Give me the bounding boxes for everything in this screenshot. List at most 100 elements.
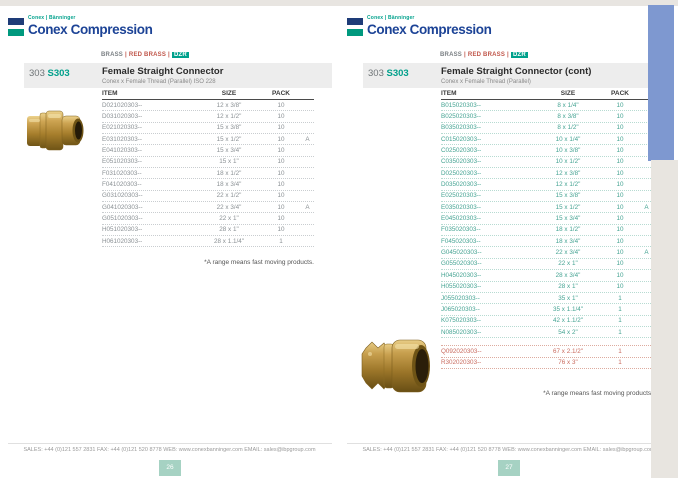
item-size: 8 x 3/8" [557,113,579,121]
item-size: 10 x 1/2" [555,158,581,166]
page-number-badge: 26 [159,460,181,476]
item-code: G045020303-- [441,249,482,257]
item-pack: 10 [277,181,285,189]
item-size: 15 x 3/4" [216,147,242,155]
item-code: E041020303-- [102,147,142,155]
item-size: 28 x 1.1/4" [214,237,244,245]
material-red-brass: RED BRASS [467,52,506,58]
item-pack: 10 [616,124,624,132]
table-row: F045020303-- 18 x 3/4" 10 [441,236,653,248]
item-size: 35 x 1" [558,294,578,302]
item-pack: 10 [277,192,285,200]
item-code: F031020303-- [102,169,142,177]
table-row: N085020303-- 54 x 2" 1 [441,327,653,339]
catalog-page-left: Conex | Bänninger Conex Compression BRAS… [8,15,332,476]
table-row: F031020303-- 18 x 1/2" 10 [102,168,314,180]
item-size: 15 x 1/2" [216,135,242,143]
parts-table-header: ITEM SIZE PACK [441,88,653,100]
material-brass: BRASS [440,52,463,58]
materials-separator: | [125,52,127,58]
item-code: E021020303-- [102,124,142,132]
scan-edge-top [0,0,678,6]
scan-edge-right [651,160,678,478]
item-code: K075020303-- [441,317,481,325]
table-row: D021020303-- 12 x 3/8" 10 [102,100,314,112]
item-code: H055020303-- [441,283,482,291]
table-row: G051020303-- 22 x 1" 10 [102,213,314,225]
brand-logo: Conex | Bänninger Conex Compression [8,15,153,37]
table-row: J055020303-- 35 x 1" 1 [441,293,653,305]
item-code: R302020303-- [441,359,482,367]
item-code: E045020303-- [441,215,481,223]
item-pack: 10 [277,135,285,143]
item-pack: 10 [277,147,285,155]
item-size: 15 x 1" [219,158,239,166]
brand-large-text: Conex Compression [28,22,153,37]
table-row: E035020303-- 15 x 1/2" 10 A [441,202,653,214]
item-size: 12 x 3/8" [555,169,581,177]
table-row: E041020303-- 15 x 3/4" 10 [102,145,314,157]
item-code: C035020303-- [441,158,482,166]
item-size: 22 x 3/4" [555,249,581,257]
table-row: D031020303-- 12 x 1/2" 10 [102,111,314,123]
item-code: C015020303-- [441,135,482,143]
product-title: Female Straight Connector (cont) [441,66,592,77]
table-row: H061020303-- 28 x 1.1/4" 1 [102,236,314,248]
header-size: SIZE [560,90,576,97]
item-pack: 10 [277,226,285,234]
table-row: H051020303-- 28 x 1" 10 [102,225,314,237]
table-row: G041020303-- 22 x 3/4" 10 A [102,202,314,214]
catalog-page-right: Conex | Bänninger Conex Compression BRAS… [339,0,678,478]
item-pack: 10 [616,203,624,211]
product-photo-straight-connector [27,110,84,151]
item-pack: 10 [616,215,624,223]
range-note: *A range means fast moving products. [204,259,314,266]
item-pack: 10 [277,113,285,121]
item-pack: 1 [618,328,622,336]
item-code: F035020303-- [441,226,481,234]
section-code-s: S303 [47,68,70,79]
parts-table-body: B015020303-- 8 x 1/4" 10 B025020303-- 8 … [441,100,653,369]
footer-divider [347,443,671,444]
section-index-tab [648,5,674,161]
item-pack: 1 [618,305,622,313]
table-row: C025020303-- 10 x 3/8" 10 [441,145,653,157]
item-range-flag: A [305,135,310,143]
item-size: 54 x 2" [558,328,578,336]
item-code: E051020303-- [102,158,142,166]
table-row: Q092020303-- 67 x 2.1/2" 1 [441,345,653,358]
item-size: 12 x 1/2" [216,113,242,121]
item-code: H045020303-- [441,271,482,279]
brand-large-text: Conex Compression [367,22,492,37]
item-size: 22 x 1" [558,260,578,268]
item-size: 22 x 1/2" [216,192,242,200]
item-pack: 10 [616,283,624,291]
material-red-brass: RED BRASS [128,52,167,58]
table-row: F035020303-- 18 x 1/2" 10 [441,225,653,237]
materials-separator: | [507,52,509,58]
logo-bars-icon [8,15,24,37]
item-pack: 10 [616,101,624,109]
materials-strip: BRASS | RED BRASS | DZR [101,52,189,58]
range-note: *A range means fast moving products. [543,390,653,397]
item-pack: 10 [616,181,624,189]
table-row: G055020303-- 22 x 1" 10 [441,259,653,271]
item-size: 18 x 3/4" [216,181,242,189]
item-size: 28 x 3/4" [555,271,581,279]
table-row: H045020303-- 28 x 3/4" 10 [441,270,653,282]
item-size: 12 x 3/8" [216,101,242,109]
product-title: Female Straight Connector [102,66,224,77]
table-row: K075020303-- 42 x 1.1/2" 1 [441,316,653,327]
item-size: 18 x 1/2" [216,169,242,177]
material-dzr-badge: DZR [510,52,528,58]
item-size: 8 x 1/4" [557,101,579,109]
footer-divider [8,443,332,444]
materials-separator: | [464,52,466,58]
table-row: E021020303-- 15 x 3/8" 10 [102,123,314,135]
item-code: N085020303-- [441,328,482,336]
parts-table: ITEM SIZE PACK B015020303-- 8 x 1/4" 10 … [441,88,653,369]
item-size: 22 x 3/4" [216,203,242,211]
section-codes: 303 S303 [24,63,102,88]
materials-strip: BRASS | RED BRASS | DZR [440,52,528,58]
item-code: G051020303-- [102,215,143,223]
